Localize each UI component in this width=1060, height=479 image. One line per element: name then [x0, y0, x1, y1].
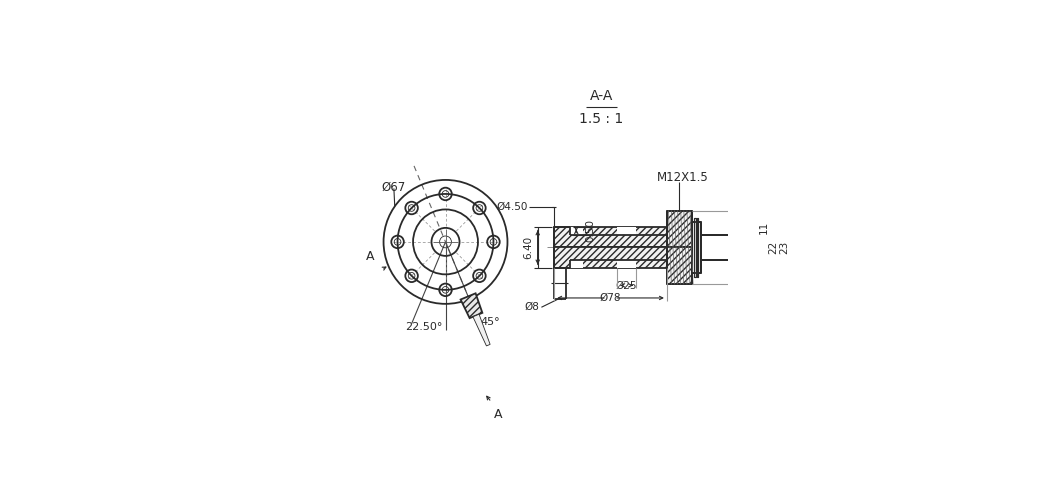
Bar: [693, 218, 695, 276]
Text: M12X1.5: M12X1.5: [657, 171, 709, 184]
Text: 45°: 45°: [480, 317, 499, 327]
Bar: [617, 260, 636, 268]
Text: A: A: [366, 250, 374, 263]
Text: 0.50: 0.50: [585, 219, 596, 242]
Text: A-A: A-A: [589, 89, 614, 103]
Polygon shape: [461, 293, 482, 318]
Text: 23: 23: [779, 241, 789, 254]
Text: Ø78: Ø78: [600, 293, 621, 303]
Text: Ø8: Ø8: [525, 302, 540, 312]
Text: 1.5 : 1: 1.5 : 1: [580, 112, 623, 126]
Text: 22.50°: 22.50°: [405, 322, 442, 332]
Bar: [569, 227, 583, 235]
Bar: [569, 260, 583, 268]
Bar: [691, 222, 701, 273]
Bar: [554, 248, 667, 268]
Text: Ø25: Ø25: [616, 280, 637, 290]
Bar: [617, 227, 636, 235]
Bar: [667, 248, 691, 285]
Text: Ø67: Ø67: [382, 181, 406, 194]
Polygon shape: [473, 314, 490, 346]
Bar: [667, 210, 691, 248]
Text: A: A: [494, 408, 502, 421]
Text: 6.40: 6.40: [524, 236, 533, 259]
Text: 11: 11: [758, 220, 768, 234]
Bar: [554, 227, 667, 248]
Bar: [696, 218, 699, 276]
Text: Ø4.50: Ø4.50: [496, 202, 528, 212]
Text: 22: 22: [768, 241, 779, 254]
Bar: [701, 235, 742, 260]
